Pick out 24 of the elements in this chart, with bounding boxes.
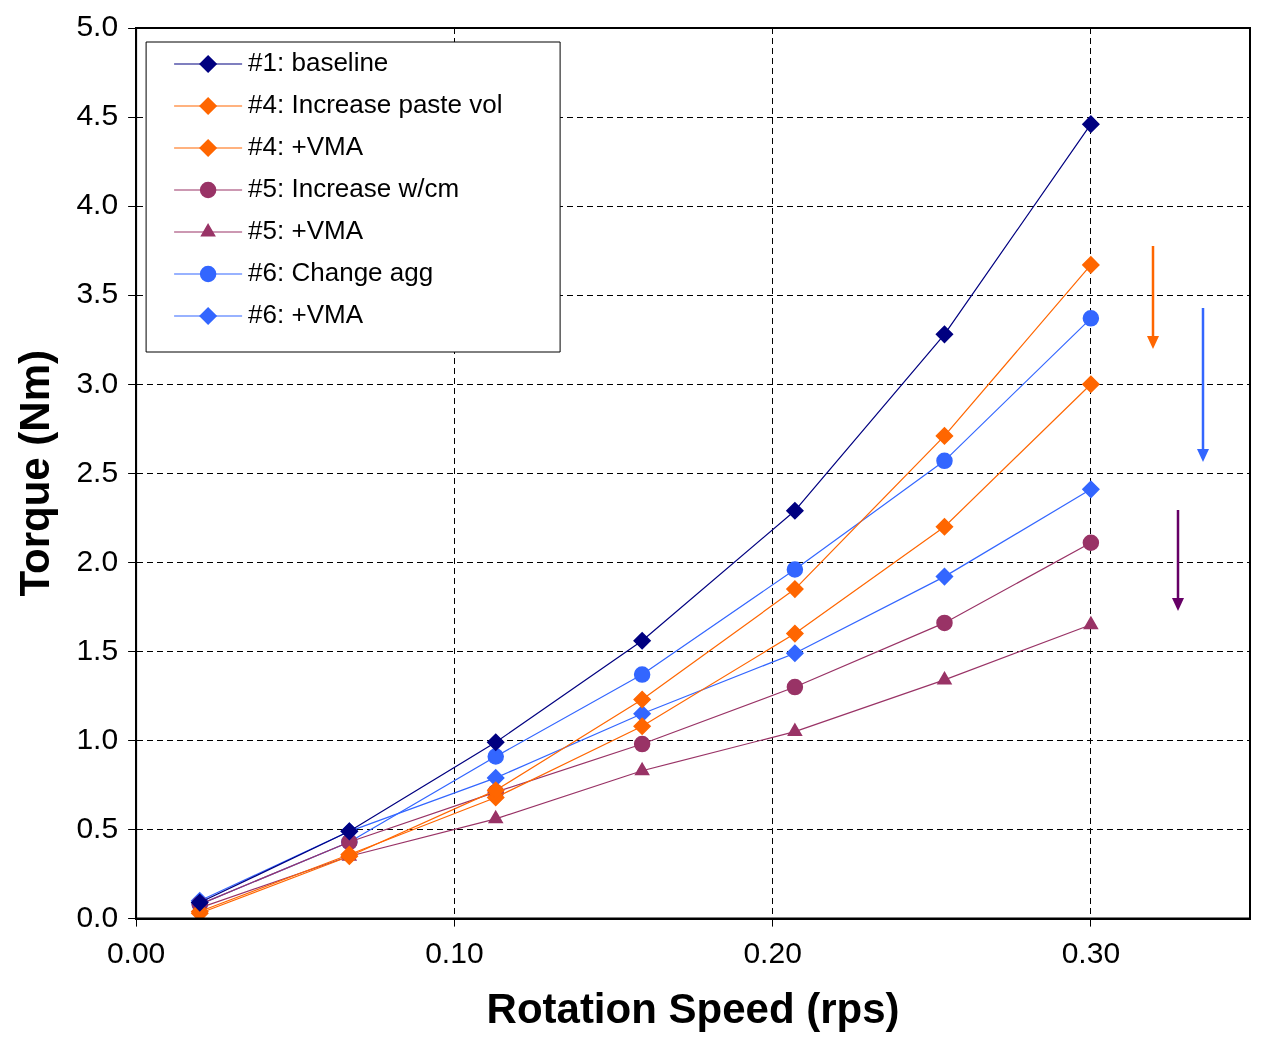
y-tick-label: 3.0 (76, 365, 119, 399)
legend-label: #6: Change agg (248, 257, 434, 288)
y-tick-label: 0.0 (76, 899, 119, 933)
x-axis-title: Rotation Speed (rps) (486, 985, 900, 1033)
y-tick-label: 1.0 (76, 721, 119, 755)
y-tick-label: 1.5 (76, 632, 119, 666)
y-tick-label: 2.5 (76, 454, 119, 488)
y-tick-label: 5.0 (76, 9, 119, 43)
legend-label: #6: +VMA (248, 299, 364, 330)
y-tick-label: 3.5 (76, 276, 119, 310)
x-tick-label: 0.20 (743, 935, 802, 969)
legend-label: #5: +VMA (248, 215, 364, 246)
legend-label: #1: baseline (248, 47, 389, 78)
x-tick-label: 0.30 (1061, 935, 1121, 969)
x-tick-label: 0.10 (425, 935, 484, 969)
y-tick-label: 2.0 (76, 543, 119, 577)
x-tick-label: 0.00 (106, 935, 166, 969)
legend-label: #4: +VMA (248, 131, 364, 162)
y-axis-title: Torque (Nm) (10, 350, 58, 597)
legend-label: #4: Increase paste vol (248, 89, 503, 120)
y-tick-label: 4.0 (76, 187, 119, 221)
y-tick-label: 4.5 (76, 98, 119, 132)
y-tick-label: 0.5 (76, 810, 119, 844)
legend-label: #5: Increase w/cm (248, 173, 460, 204)
